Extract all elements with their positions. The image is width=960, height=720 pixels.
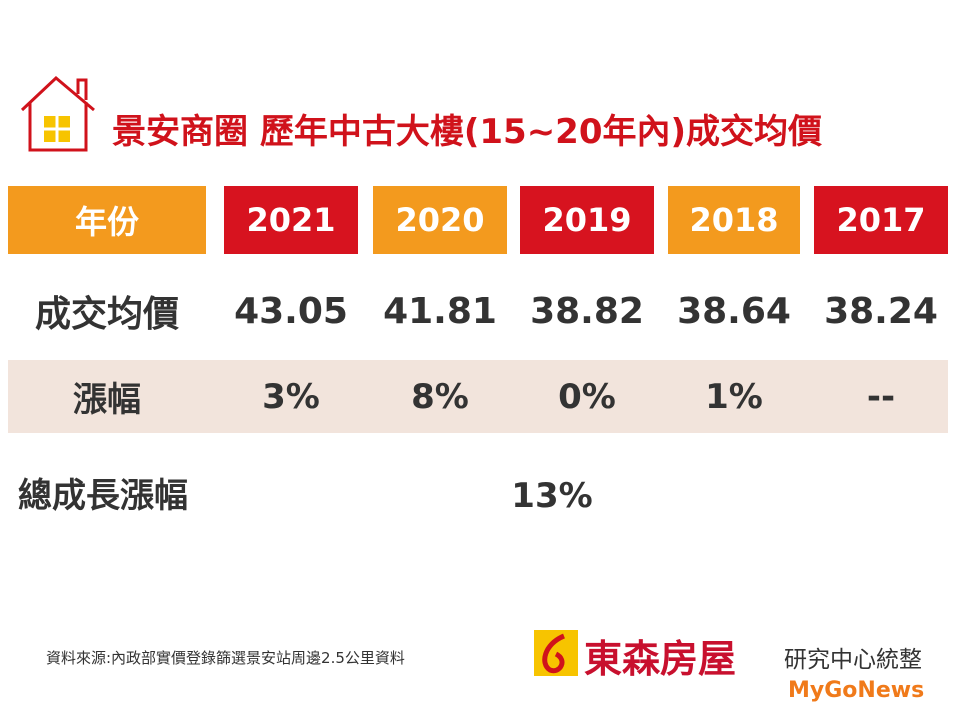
header-cell: 2021 xyxy=(224,186,358,254)
house-icon xyxy=(20,75,95,152)
source: 資料來源:內政部實價登錄篩選景安站周邊2.5公里資料 xyxy=(46,649,405,667)
cell: 38.24 xyxy=(824,290,938,332)
cell: 41.81 xyxy=(383,290,497,332)
header-cell: 2019 xyxy=(520,186,654,254)
cell: 38.82 xyxy=(530,290,644,332)
brand-logo xyxy=(534,630,578,676)
cell: 0% xyxy=(558,376,616,417)
row-label: 成交均價 xyxy=(34,294,179,335)
title: 景安商圈 歷年中古大樓(15~20年內)成交均價 xyxy=(112,112,823,152)
brand: 東森房屋 xyxy=(584,636,737,681)
credit: 研究中心統整 xyxy=(784,647,922,673)
row-label: 漲幅 xyxy=(73,380,141,420)
total-label: 總成長漲幅 xyxy=(18,476,188,516)
header-cell: 2020 xyxy=(373,186,507,254)
row-band xyxy=(8,360,948,433)
total-value: 13% xyxy=(511,476,593,516)
cell: 38.64 xyxy=(677,290,791,332)
watermark: MyGoNews xyxy=(788,678,925,703)
header-cell: 2018 xyxy=(668,186,800,254)
cell: 8% xyxy=(411,376,469,417)
header-cell: 2017 xyxy=(814,186,948,254)
cell: 1% xyxy=(705,376,763,417)
cell: 3% xyxy=(262,376,320,417)
cell: -- xyxy=(866,376,896,417)
header-cell: 年份 xyxy=(8,186,206,254)
cell: 43.05 xyxy=(234,290,348,332)
